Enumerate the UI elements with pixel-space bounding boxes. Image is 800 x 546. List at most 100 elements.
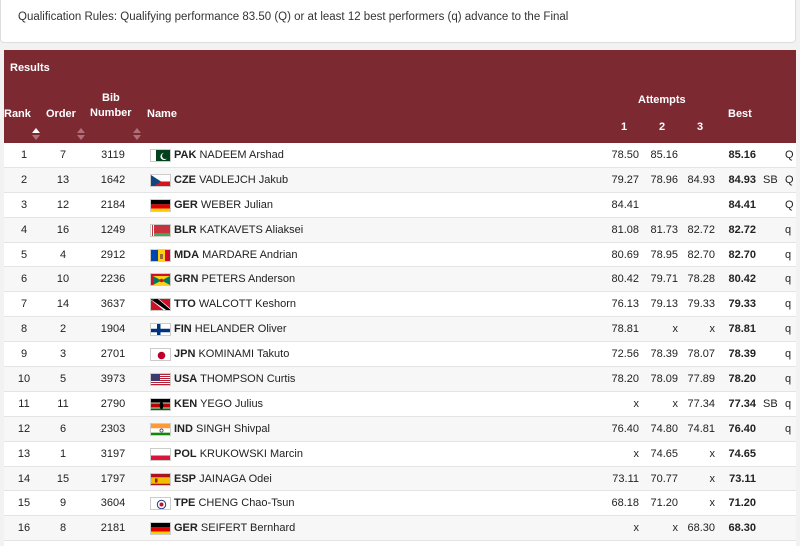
- rank-cell: 2: [20, 173, 28, 186]
- results-panel: Results Rank Order Bib Number Name Attem…: [4, 50, 796, 546]
- best-cell: 78.20: [728, 373, 756, 386]
- qualification-cell: q: [785, 323, 792, 336]
- best-cell: 71.20: [728, 497, 756, 510]
- country-code: MDA: [174, 248, 200, 261]
- bib-cell: 1904: [100, 323, 126, 336]
- athlete-name-cell: GER SEIFERT Bernhard: [174, 522, 295, 534]
- athlete-name-cell: USA THOMPSON Curtis: [174, 373, 295, 385]
- bib-cell: 3197: [100, 447, 126, 460]
- rank-cell: 11: [18, 397, 30, 410]
- attempt-1-cell: 72.56: [611, 348, 639, 361]
- bib-cell: 2701: [100, 348, 126, 361]
- order-cell: 16: [56, 223, 70, 236]
- note-cell: SB: [763, 397, 778, 410]
- attempt-1-cell: 80.69: [611, 248, 639, 261]
- athlete-name: MARDARE Andrian: [202, 248, 298, 261]
- attempt-1-cell: x: [633, 397, 640, 410]
- attempt-2-cell: 78.09: [650, 373, 678, 386]
- qualification-rules-text: Qualification Rules: Qualifying performa…: [18, 11, 569, 23]
- athlete-name: SEIFERT Bernhard: [200, 522, 296, 535]
- bib-cell: 3973: [100, 373, 126, 386]
- results-table-header: Results Rank Order Bib Number Name Attem…: [4, 50, 796, 143]
- country-code: BLR: [174, 223, 197, 236]
- country-code: TPE: [174, 497, 196, 510]
- fin-flag-icon: [150, 323, 171, 337]
- country-code: GER: [174, 522, 198, 535]
- name-column-header[interactable]: Name: [147, 108, 177, 120]
- table-row: 9 3 2701 JPN KOMINAMI Takuto 72.56 78.39…: [4, 342, 796, 368]
- best-cell: 73.11: [729, 472, 756, 485]
- country-code: PAK: [174, 149, 197, 161]
- attempt-2-cell: x: [672, 397, 679, 410]
- rank-cell: 8: [20, 323, 28, 336]
- rank-cell: 5: [20, 248, 28, 261]
- esp-flag-icon: [150, 472, 171, 486]
- attempt-3-cell: x: [709, 472, 716, 485]
- attempt-3-cell: 68.30: [687, 522, 715, 535]
- order-cell: 10: [56, 273, 70, 286]
- attempt-3-cell: 77.89: [687, 373, 715, 386]
- attempt-1-cell: 78.50: [611, 149, 639, 161]
- order-cell: 11: [57, 397, 69, 410]
- bib-cell: 2912: [100, 248, 126, 261]
- rank-cell: 16: [17, 522, 31, 535]
- best-cell: 82.70: [728, 248, 756, 261]
- rank-cell: 9: [20, 348, 28, 361]
- qualification-cell: Q: [785, 149, 794, 161]
- order-cell: 5: [59, 373, 67, 386]
- bib-cell: 2236: [100, 273, 126, 286]
- qualification-cell: q: [785, 373, 792, 386]
- bib-cell: 2184: [100, 198, 126, 211]
- order-cell: 13: [56, 173, 70, 186]
- best-cell: 68.30: [728, 522, 756, 535]
- order-cell: 8: [59, 522, 67, 535]
- order-cell: 12: [56, 198, 70, 211]
- order-cell: 2: [59, 323, 67, 336]
- order-column-header[interactable]: Order: [46, 108, 76, 120]
- athlete-name-cell: IND SINGH Shivpal: [174, 423, 270, 435]
- bib-cell: 2303: [100, 422, 126, 435]
- athlete-name-cell: ESP JAINAGA Odei: [174, 473, 272, 485]
- country-code: FIN: [174, 323, 192, 336]
- table-row: 6 10 2236 GRN PETERS Anderson 80.42 79.7…: [4, 267, 796, 293]
- attempt-2-cell: x: [672, 323, 679, 336]
- country-code: GER: [174, 198, 198, 211]
- attempt-3-cell: 77.34: [687, 397, 715, 410]
- tto-flag-icon: [150, 298, 171, 312]
- athlete-name: PETERS Anderson: [201, 273, 296, 286]
- attempt-2-cell: 74.80: [650, 422, 678, 435]
- country-code: JPN: [174, 348, 196, 361]
- bib-sort-icon[interactable]: [133, 128, 141, 140]
- athlete-name: YEGO Julius: [200, 397, 264, 410]
- athlete-name: JAINAGA Odei: [199, 472, 272, 485]
- table-row: 10 5 3973 USA THOMPSON Curtis 78.20 78.0…: [4, 367, 796, 392]
- attempt-2-cell: 81.73: [650, 223, 678, 236]
- attempt-3-cell: 79.33: [687, 298, 715, 311]
- jpn-flag-icon: [150, 348, 171, 362]
- blr-flag-icon: [150, 223, 171, 237]
- best-cell: 78.39: [728, 348, 756, 361]
- athlete-name-cell: JPN KOMINAMI Takuto: [174, 348, 289, 360]
- attempt-3-cell: x: [709, 447, 716, 460]
- rank-cell: 13: [17, 447, 31, 460]
- order-sort-icon[interactable]: [77, 128, 85, 140]
- bib-column-header-line2[interactable]: Number: [90, 107, 132, 119]
- best-cell: 74.65: [728, 447, 756, 460]
- rank-column-header[interactable]: Rank: [4, 108, 31, 120]
- athlete-name-cell: MDA MARDARE Andrian: [174, 249, 298, 261]
- bib-column-header-line1[interactable]: Bib: [102, 92, 120, 104]
- tpe-flag-icon: [150, 497, 171, 511]
- attempt-1-cell: 84.41: [611, 198, 639, 211]
- rank-cell: 12: [17, 422, 31, 435]
- rank-cell: 1: [20, 149, 28, 161]
- rank-sort-icon[interactable]: [32, 128, 40, 140]
- athlete-name: KOMINAMI Takuto: [198, 348, 290, 361]
- usa-flag-icon: [150, 373, 171, 387]
- rank-cell: 4: [20, 223, 28, 236]
- order-cell: 15: [56, 472, 70, 485]
- bib-cell: 1642: [100, 173, 126, 186]
- table-row: 4 16 1249 BLR KATKAVETS Aliaksei 81.08 8…: [4, 217, 796, 243]
- attempt-1-cell: 68.18: [611, 497, 639, 510]
- qualification-cell: Q: [785, 198, 794, 211]
- table-row: 2 13 1642 CZE VADLEJCH Jakub 79.27 78.96…: [4, 167, 796, 193]
